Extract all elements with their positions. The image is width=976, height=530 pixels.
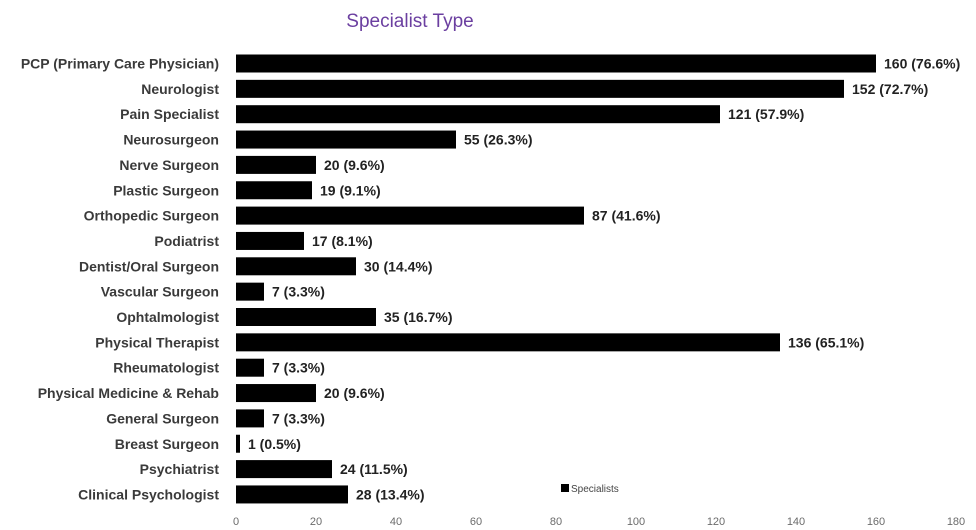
x-tick-label: 60 — [470, 516, 482, 528]
category-label: Clinical Psychologist — [78, 486, 219, 502]
legend: Specialists — [561, 484, 619, 495]
x-tick-label: 80 — [550, 516, 562, 528]
category-labels: PCP (Primary Care Physician) Neurologist P… — [21, 56, 220, 503]
data-label: 7 (3.3%) — [272, 360, 325, 376]
data-label: 7 (3.3%) — [272, 410, 325, 426]
category-label: Physical Medicine & Rehab — [38, 385, 219, 401]
category-label: Ophtalmologist — [116, 309, 219, 325]
bar — [236, 282, 264, 301]
x-tick-label: 40 — [390, 516, 402, 528]
bar — [236, 54, 876, 73]
bar — [236, 155, 316, 174]
category-label: Orthopedic Surgeon — [84, 208, 219, 224]
data-label: 30 (14.4%) — [364, 258, 432, 274]
bar — [236, 308, 376, 326]
data-labels: 160 (76.6%) 152 (72.7%) 121 (57.9%) 55 (26.… — [248, 56, 960, 503]
category-label: PCP (Primary Care Physician) — [21, 56, 219, 72]
data-label: 20 (9.6%) — [324, 385, 385, 401]
data-label: 35 (16.7%) — [384, 309, 452, 325]
data-label: 24 (11.5%) — [340, 461, 408, 477]
bar — [236, 130, 456, 149]
category-label: Psychiatrist — [140, 461, 220, 477]
bars-layer — [236, 54, 876, 504]
data-label: 87 (41.6%) — [592, 208, 660, 224]
x-tick-label: 20 — [310, 516, 322, 528]
category-label: Neurosurgeon — [123, 132, 219, 148]
chart-title: Specialist Type — [346, 11, 473, 32]
legend-label: Specialists — [571, 484, 619, 495]
category-label: Dentist/Oral Surgeon — [79, 258, 219, 274]
x-tick-label: 160 — [867, 516, 885, 528]
data-label: 152 (72.7%) — [852, 81, 928, 97]
category-label: Podiatrist — [154, 233, 219, 249]
data-label: 17 (8.1%) — [312, 233, 373, 249]
bar — [236, 485, 348, 504]
x-tick-label: 140 — [787, 516, 805, 528]
data-label: 1 (0.5%) — [248, 436, 301, 452]
legend-swatch — [561, 484, 569, 492]
bar — [236, 358, 264, 377]
data-label: 160 (76.6%) — [884, 56, 960, 72]
category-label: Nerve Surgeon — [119, 157, 219, 173]
category-label: Neurologist — [141, 81, 219, 97]
category-label: Breast Surgeon — [115, 436, 219, 452]
data-label: 28 (13.4%) — [356, 486, 424, 502]
bar — [236, 384, 316, 403]
bar — [236, 181, 312, 200]
x-tick-label: 120 — [707, 516, 725, 528]
bar — [236, 231, 304, 250]
x-tick-label: 0 — [233, 516, 239, 528]
bar — [236, 460, 332, 479]
bar — [236, 333, 780, 352]
bar — [236, 79, 844, 98]
category-label: Vascular Surgeon — [101, 284, 219, 300]
bar — [236, 434, 240, 453]
category-label: Rheumatologist — [113, 360, 219, 376]
category-label: Physical Therapist — [95, 334, 219, 350]
data-label: 19 (9.1%) — [320, 182, 381, 198]
x-tick-label: 180 — [947, 516, 965, 528]
x-tick-label: 100 — [627, 516, 645, 528]
bar — [236, 257, 356, 276]
bar — [236, 409, 264, 428]
data-label: 136 (65.1%) — [788, 334, 864, 350]
category-label: Plastic Surgeon — [113, 182, 219, 198]
data-label: 121 (57.9%) — [728, 106, 804, 122]
data-label: 55 (26.3%) — [464, 132, 532, 148]
data-label: 20 (9.6%) — [324, 157, 385, 173]
category-label: Pain Specialist — [120, 106, 219, 122]
data-label: 7 (3.3%) — [272, 284, 325, 300]
x-axis-ticks: 0 20 40 60 80 100 120 140 160 180 — [233, 516, 965, 528]
bar — [236, 206, 584, 225]
bar — [236, 105, 720, 124]
category-label: General Surgeon — [106, 410, 219, 426]
